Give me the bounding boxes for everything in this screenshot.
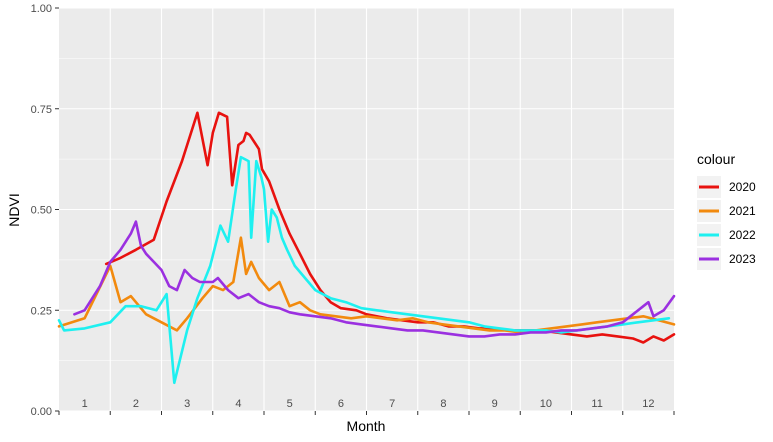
y-axis: 0.00 0.25 0.50 0.75 1.00 (31, 3, 59, 418)
series-line-2020 (104, 111, 676, 344)
month-label: 3 (184, 398, 190, 410)
month-label: 10 (540, 398, 552, 410)
month-label: 2 (133, 398, 139, 410)
month-label: 12 (642, 398, 654, 410)
series-line-2023 (73, 220, 676, 338)
month-label: 8 (440, 398, 446, 410)
month-label: 5 (287, 398, 293, 410)
month-label: 4 (235, 398, 241, 410)
legend-label-2021: 2021 (729, 204, 756, 218)
x-axis-title: Month (347, 418, 386, 434)
x-axis: 1 2 3 4 5 6 7 8 9 10 11 12 (58, 398, 675, 415)
month-label: 9 (492, 398, 498, 410)
legend-label-2023: 2023 (729, 252, 756, 266)
month-label: 6 (338, 398, 344, 410)
month-label: 11 (591, 398, 602, 410)
series-line-2022 (57, 155, 671, 385)
legend-label-2020: 2020 (729, 180, 756, 194)
y-tick-label: 0.25 (31, 305, 52, 317)
series-line-2021 (57, 236, 676, 334)
legend: colour 2020 2021 2022 2023 (697, 151, 756, 270)
y-tick-label: 0.75 (31, 104, 52, 116)
series-layer (57, 111, 676, 385)
legend-title: colour (697, 151, 735, 167)
month-label: 1 (82, 398, 88, 410)
month-label: 7 (389, 398, 395, 410)
y-tick-label: 0.50 (31, 205, 52, 217)
grid-major (59, 7, 674, 412)
y-axis-title: NDVI (6, 193, 22, 226)
legend-label-2022: 2022 (729, 228, 756, 242)
y-tick-label: 0.00 (31, 406, 52, 418)
y-tick-label: 1.00 (31, 3, 52, 15)
